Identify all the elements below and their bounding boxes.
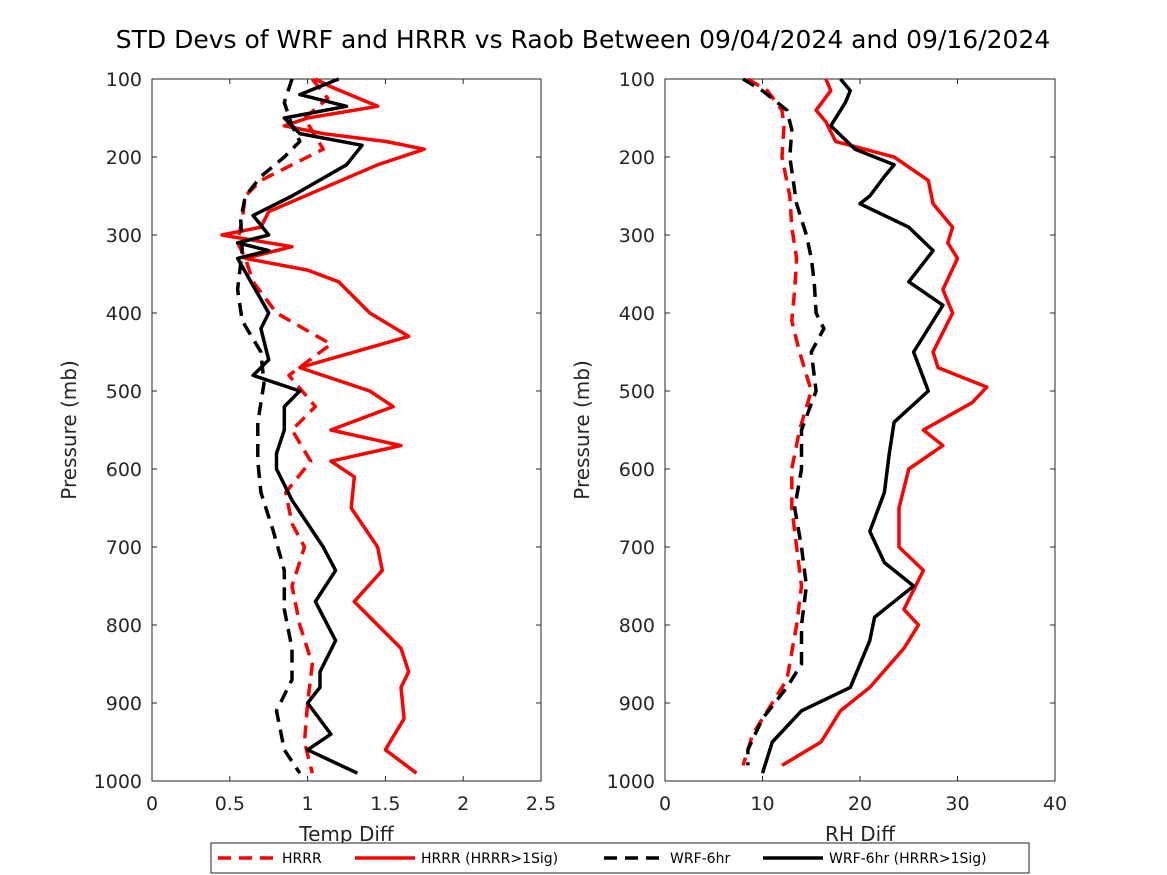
legend: HRRR HRRR (HRRR>1Sig) WRF-6hr WRF-6hr (HRRR… bbox=[210, 842, 1030, 874]
y-tick-label: 400 bbox=[619, 303, 655, 325]
series-line-wrf-6hr-hrrr-1sig bbox=[760, 77, 945, 774]
x-tick-label: 0 bbox=[146, 793, 158, 815]
y-tick-label: 900 bbox=[106, 693, 142, 715]
y-axis-label: Pressure (mb) bbox=[57, 360, 81, 500]
series-line-wrf-6hr bbox=[742, 77, 826, 766]
x-tick-label: 2 bbox=[457, 793, 469, 815]
y-tick-label: 700 bbox=[619, 537, 655, 559]
y-tick-label: 200 bbox=[619, 147, 655, 169]
y-tick-label: 500 bbox=[619, 381, 655, 403]
y-tick-label: 200 bbox=[106, 147, 142, 169]
axes-box bbox=[151, 78, 542, 782]
x-tick-label: 40 bbox=[1043, 793, 1067, 815]
y-tick-label: 800 bbox=[619, 615, 655, 637]
y-tick-label: 100 bbox=[106, 69, 142, 91]
legend-label: WRF-6hr (HRRR>1Sig) bbox=[829, 851, 987, 867]
legend-box bbox=[210, 842, 1030, 874]
series-line-hrrr bbox=[741, 77, 814, 766]
x-tick-label: 0.5 bbox=[215, 793, 245, 815]
x-axis-label: Temp Diff bbox=[298, 822, 395, 846]
y-tick-label: 900 bbox=[619, 693, 655, 715]
y-tick-label: 300 bbox=[106, 225, 142, 247]
series-line-hrrr-hrrr-1sig bbox=[220, 77, 427, 775]
legend-label: HRRR (HRRR>1Sig) bbox=[421, 851, 558, 867]
y-tick-label: 1000 bbox=[607, 771, 655, 793]
y-axis-label: Pressure (mb) bbox=[570, 360, 594, 500]
y-tick-label: 800 bbox=[106, 615, 142, 637]
y-tick-label: 700 bbox=[106, 537, 142, 559]
x-axis-label: RH Diff bbox=[825, 822, 896, 846]
x-tick-label: 30 bbox=[945, 793, 969, 815]
y-tick-label: 100 bbox=[619, 69, 655, 91]
legend-label: WRF-6hr bbox=[670, 851, 730, 867]
y-tick-label: 300 bbox=[619, 225, 655, 247]
series-line-hrrr-hrrr-1sig bbox=[781, 78, 989, 767]
y-tick-label: 400 bbox=[106, 303, 142, 325]
x-tick-label: 10 bbox=[750, 793, 774, 815]
x-tick-label: 20 bbox=[848, 793, 872, 815]
series-line-wrf-6hr-hrrr-1sig bbox=[235, 77, 364, 775]
y-tick-label: 600 bbox=[619, 459, 655, 481]
x-tick-label: 0 bbox=[659, 793, 671, 815]
series-line-hrrr bbox=[235, 77, 333, 774]
y-tick-label: 600 bbox=[106, 459, 142, 481]
figure-title: STD Devs of WRF and HRRR vs Raob Between… bbox=[116, 25, 1051, 54]
y-tick-label: 500 bbox=[106, 381, 142, 403]
y-tick-label: 1000 bbox=[94, 771, 142, 793]
x-tick-label: 2.5 bbox=[526, 793, 556, 815]
x-tick-label: 1 bbox=[302, 793, 314, 815]
legend-label: HRRR bbox=[282, 851, 322, 867]
x-tick-label: 1.5 bbox=[370, 793, 400, 815]
